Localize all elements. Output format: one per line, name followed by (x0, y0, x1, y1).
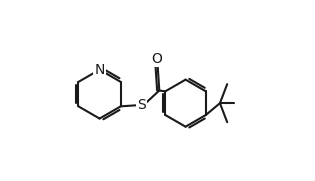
Text: N: N (94, 63, 105, 77)
Text: O: O (151, 52, 162, 66)
Text: S: S (137, 98, 146, 112)
